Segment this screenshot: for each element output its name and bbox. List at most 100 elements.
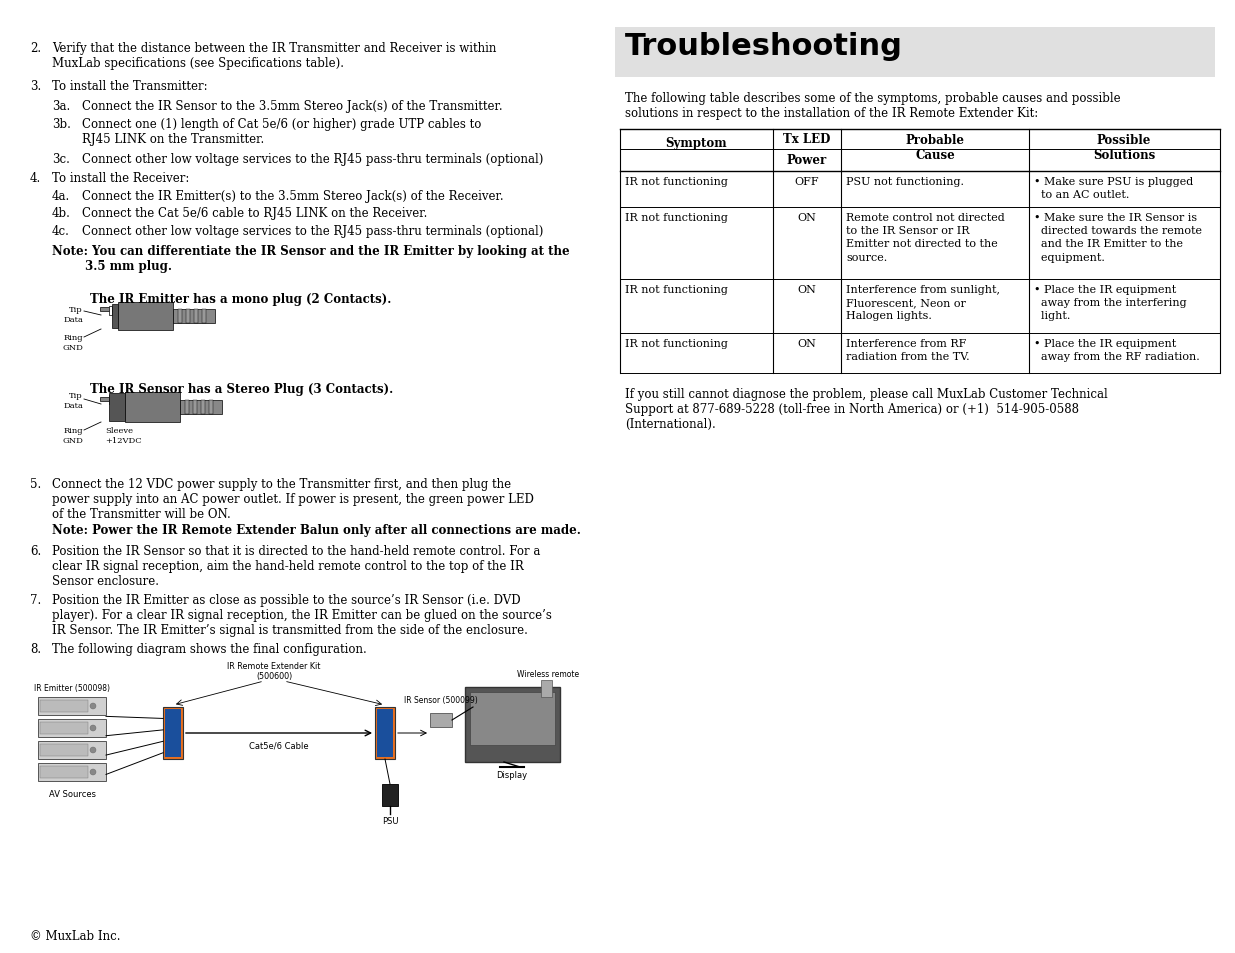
Bar bbox=[382, 784, 398, 806]
Text: Data: Data bbox=[63, 401, 83, 410]
Text: Connect other low voltage services to the RJ45 pass-thru terminals (optional): Connect other low voltage services to th… bbox=[82, 225, 543, 237]
Text: Connect the IR Emitter(s) to the 3.5mm Stereo Jack(s) of the Receiver.: Connect the IR Emitter(s) to the 3.5mm S… bbox=[82, 190, 504, 203]
Text: 4a.: 4a. bbox=[52, 190, 70, 203]
Text: Connect one (1) length of Cat 5e/6 (or higher) grade UTP cables to
RJ45 LINK on : Connect one (1) length of Cat 5e/6 (or h… bbox=[82, 118, 482, 146]
Text: 7.: 7. bbox=[30, 594, 41, 606]
Text: ON: ON bbox=[798, 213, 816, 223]
Bar bbox=[40, 766, 88, 779]
Text: PSU: PSU bbox=[382, 816, 398, 825]
Bar bbox=[466, 687, 559, 762]
Text: 3a.: 3a. bbox=[52, 100, 70, 112]
Circle shape bbox=[90, 769, 96, 775]
Text: Connect the IR Sensor to the 3.5mm Stereo Jack(s) of the Transmitter.: Connect the IR Sensor to the 3.5mm Stere… bbox=[82, 100, 503, 112]
Bar bbox=[193, 400, 198, 415]
Text: 2.: 2. bbox=[30, 42, 41, 55]
Text: The following table describes some of the symptoms, probable causes and possible: The following table describes some of th… bbox=[625, 91, 1120, 120]
Text: Display: Display bbox=[496, 770, 527, 780]
Bar bbox=[112, 305, 119, 329]
Bar bbox=[40, 722, 88, 734]
Circle shape bbox=[90, 725, 96, 731]
Bar bbox=[194, 310, 198, 324]
Text: OFF: OFF bbox=[794, 177, 819, 187]
Text: 8.: 8. bbox=[30, 642, 41, 656]
Text: 4c.: 4c. bbox=[52, 225, 70, 237]
Bar bbox=[165, 709, 182, 758]
Text: Tip: Tip bbox=[69, 392, 83, 399]
Text: To install the Receiver:: To install the Receiver: bbox=[52, 172, 189, 185]
Bar bbox=[377, 709, 393, 758]
Text: 3c.: 3c. bbox=[52, 152, 70, 166]
Text: 3b.: 3b. bbox=[52, 118, 70, 131]
Bar bbox=[119, 395, 121, 405]
Text: Interference from RF
radiation from the TV.: Interference from RF radiation from the … bbox=[846, 338, 969, 362]
Text: Power: Power bbox=[787, 153, 827, 167]
Text: Troubleshooting: Troubleshooting bbox=[625, 32, 903, 61]
Bar bbox=[100, 397, 109, 401]
Text: Note: You can differentiate the IR Sensor and the IR Emitter by looking at the
 : Note: You can differentiate the IR Senso… bbox=[52, 245, 569, 273]
Text: Remote control not directed
to the IR Sensor or IR
Emitter not directed to the
s: Remote control not directed to the IR Se… bbox=[846, 213, 1005, 262]
Circle shape bbox=[90, 703, 96, 709]
Text: IR not functioning: IR not functioning bbox=[625, 213, 727, 223]
Text: Connect the 12 VDC power supply to the Transmitter first, and then plug the
powe: Connect the 12 VDC power supply to the T… bbox=[52, 477, 534, 520]
Text: ON: ON bbox=[798, 285, 816, 294]
Text: 5.: 5. bbox=[30, 477, 41, 491]
Text: Verify that the distance between the IR Transmitter and Receiver is within
MuxLa: Verify that the distance between the IR … bbox=[52, 42, 496, 70]
Bar bbox=[185, 400, 189, 415]
Bar bbox=[38, 763, 106, 781]
Bar bbox=[40, 744, 88, 757]
Text: GND: GND bbox=[62, 344, 83, 352]
Bar bbox=[375, 707, 395, 760]
Text: +12VDC: +12VDC bbox=[105, 436, 142, 444]
Text: The IR Sensor has a Stereo Plug (3 Contacts).: The IR Sensor has a Stereo Plug (3 Conta… bbox=[90, 382, 393, 395]
Text: © MuxLab Inc.: © MuxLab Inc. bbox=[30, 929, 121, 942]
Bar bbox=[203, 310, 206, 324]
Text: GND: GND bbox=[62, 436, 83, 444]
Text: Tx LED: Tx LED bbox=[783, 132, 831, 146]
Text: • Make sure PSU is plugged
  to an AC outlet.: • Make sure PSU is plugged to an AC outl… bbox=[1034, 177, 1193, 200]
Text: Interference from sunlight,
Fluorescent, Neon or
Halogen lights.: Interference from sunlight, Fluorescent,… bbox=[846, 285, 1000, 321]
Text: Wireless remote: Wireless remote bbox=[517, 669, 579, 679]
Circle shape bbox=[90, 747, 96, 753]
Text: IR Emitter (500098): IR Emitter (500098) bbox=[35, 683, 110, 692]
Bar bbox=[40, 700, 88, 712]
Bar bbox=[100, 308, 112, 312]
Bar bbox=[430, 713, 452, 727]
Text: AV Sources: AV Sources bbox=[48, 789, 95, 799]
Text: Tip: Tip bbox=[69, 306, 83, 314]
Bar bbox=[471, 692, 555, 745]
Bar bbox=[38, 720, 106, 738]
Text: Position the IR Emitter as close as possible to the source’s IR Sensor (i.e. DVD: Position the IR Emitter as close as poss… bbox=[52, 594, 552, 637]
Bar bbox=[163, 707, 183, 760]
Text: If you still cannot diagnose the problem, please call MuxLab Customer Technical
: If you still cannot diagnose the problem… bbox=[625, 388, 1108, 431]
Text: Connect other low voltage services to the RJ45 pass-thru terminals (optional): Connect other low voltage services to th… bbox=[82, 152, 543, 166]
Text: IR not functioning: IR not functioning bbox=[625, 177, 727, 187]
Text: IR not functioning: IR not functioning bbox=[625, 285, 727, 294]
Text: Sleeve: Sleeve bbox=[105, 427, 133, 435]
Text: Ring: Ring bbox=[63, 334, 83, 341]
Text: 4.: 4. bbox=[30, 172, 41, 185]
Text: IR Sensor (500099): IR Sensor (500099) bbox=[404, 696, 478, 704]
Bar bbox=[186, 310, 190, 324]
Text: • Make sure the IR Sensor is
  directed towards the remote
  and the IR Emitter : • Make sure the IR Sensor is directed to… bbox=[1034, 213, 1202, 262]
Bar bbox=[541, 680, 552, 698]
Text: Symptom: Symptom bbox=[666, 137, 727, 151]
Text: To install the Transmitter:: To install the Transmitter: bbox=[52, 80, 207, 92]
Text: PSU not functioning.: PSU not functioning. bbox=[846, 177, 965, 187]
Text: 4b.: 4b. bbox=[52, 207, 70, 220]
Text: 3.: 3. bbox=[30, 80, 41, 92]
Bar bbox=[109, 307, 112, 315]
Text: Probable
Cause: Probable Cause bbox=[905, 133, 965, 162]
Text: Connect the Cat 5e/6 cable to RJ45 LINK on the Receiver.: Connect the Cat 5e/6 cable to RJ45 LINK … bbox=[82, 207, 427, 220]
Text: ON: ON bbox=[798, 338, 816, 349]
Bar bbox=[38, 698, 106, 716]
Text: Possible
Solutions: Possible Solutions bbox=[1093, 133, 1155, 162]
Text: IR not functioning: IR not functioning bbox=[625, 338, 727, 349]
Bar bbox=[109, 394, 125, 421]
Text: Data: Data bbox=[63, 315, 83, 324]
Bar bbox=[119, 303, 173, 331]
Text: • Place the IR equipment
  away from the RF radiation.: • Place the IR equipment away from the R… bbox=[1034, 338, 1199, 362]
Text: Cat5e/6 Cable: Cat5e/6 Cable bbox=[249, 741, 309, 750]
Bar bbox=[615, 28, 1215, 78]
Text: The IR Emitter has a mono plug (2 Contacts).: The IR Emitter has a mono plug (2 Contac… bbox=[90, 293, 391, 306]
Bar bbox=[201, 400, 205, 415]
